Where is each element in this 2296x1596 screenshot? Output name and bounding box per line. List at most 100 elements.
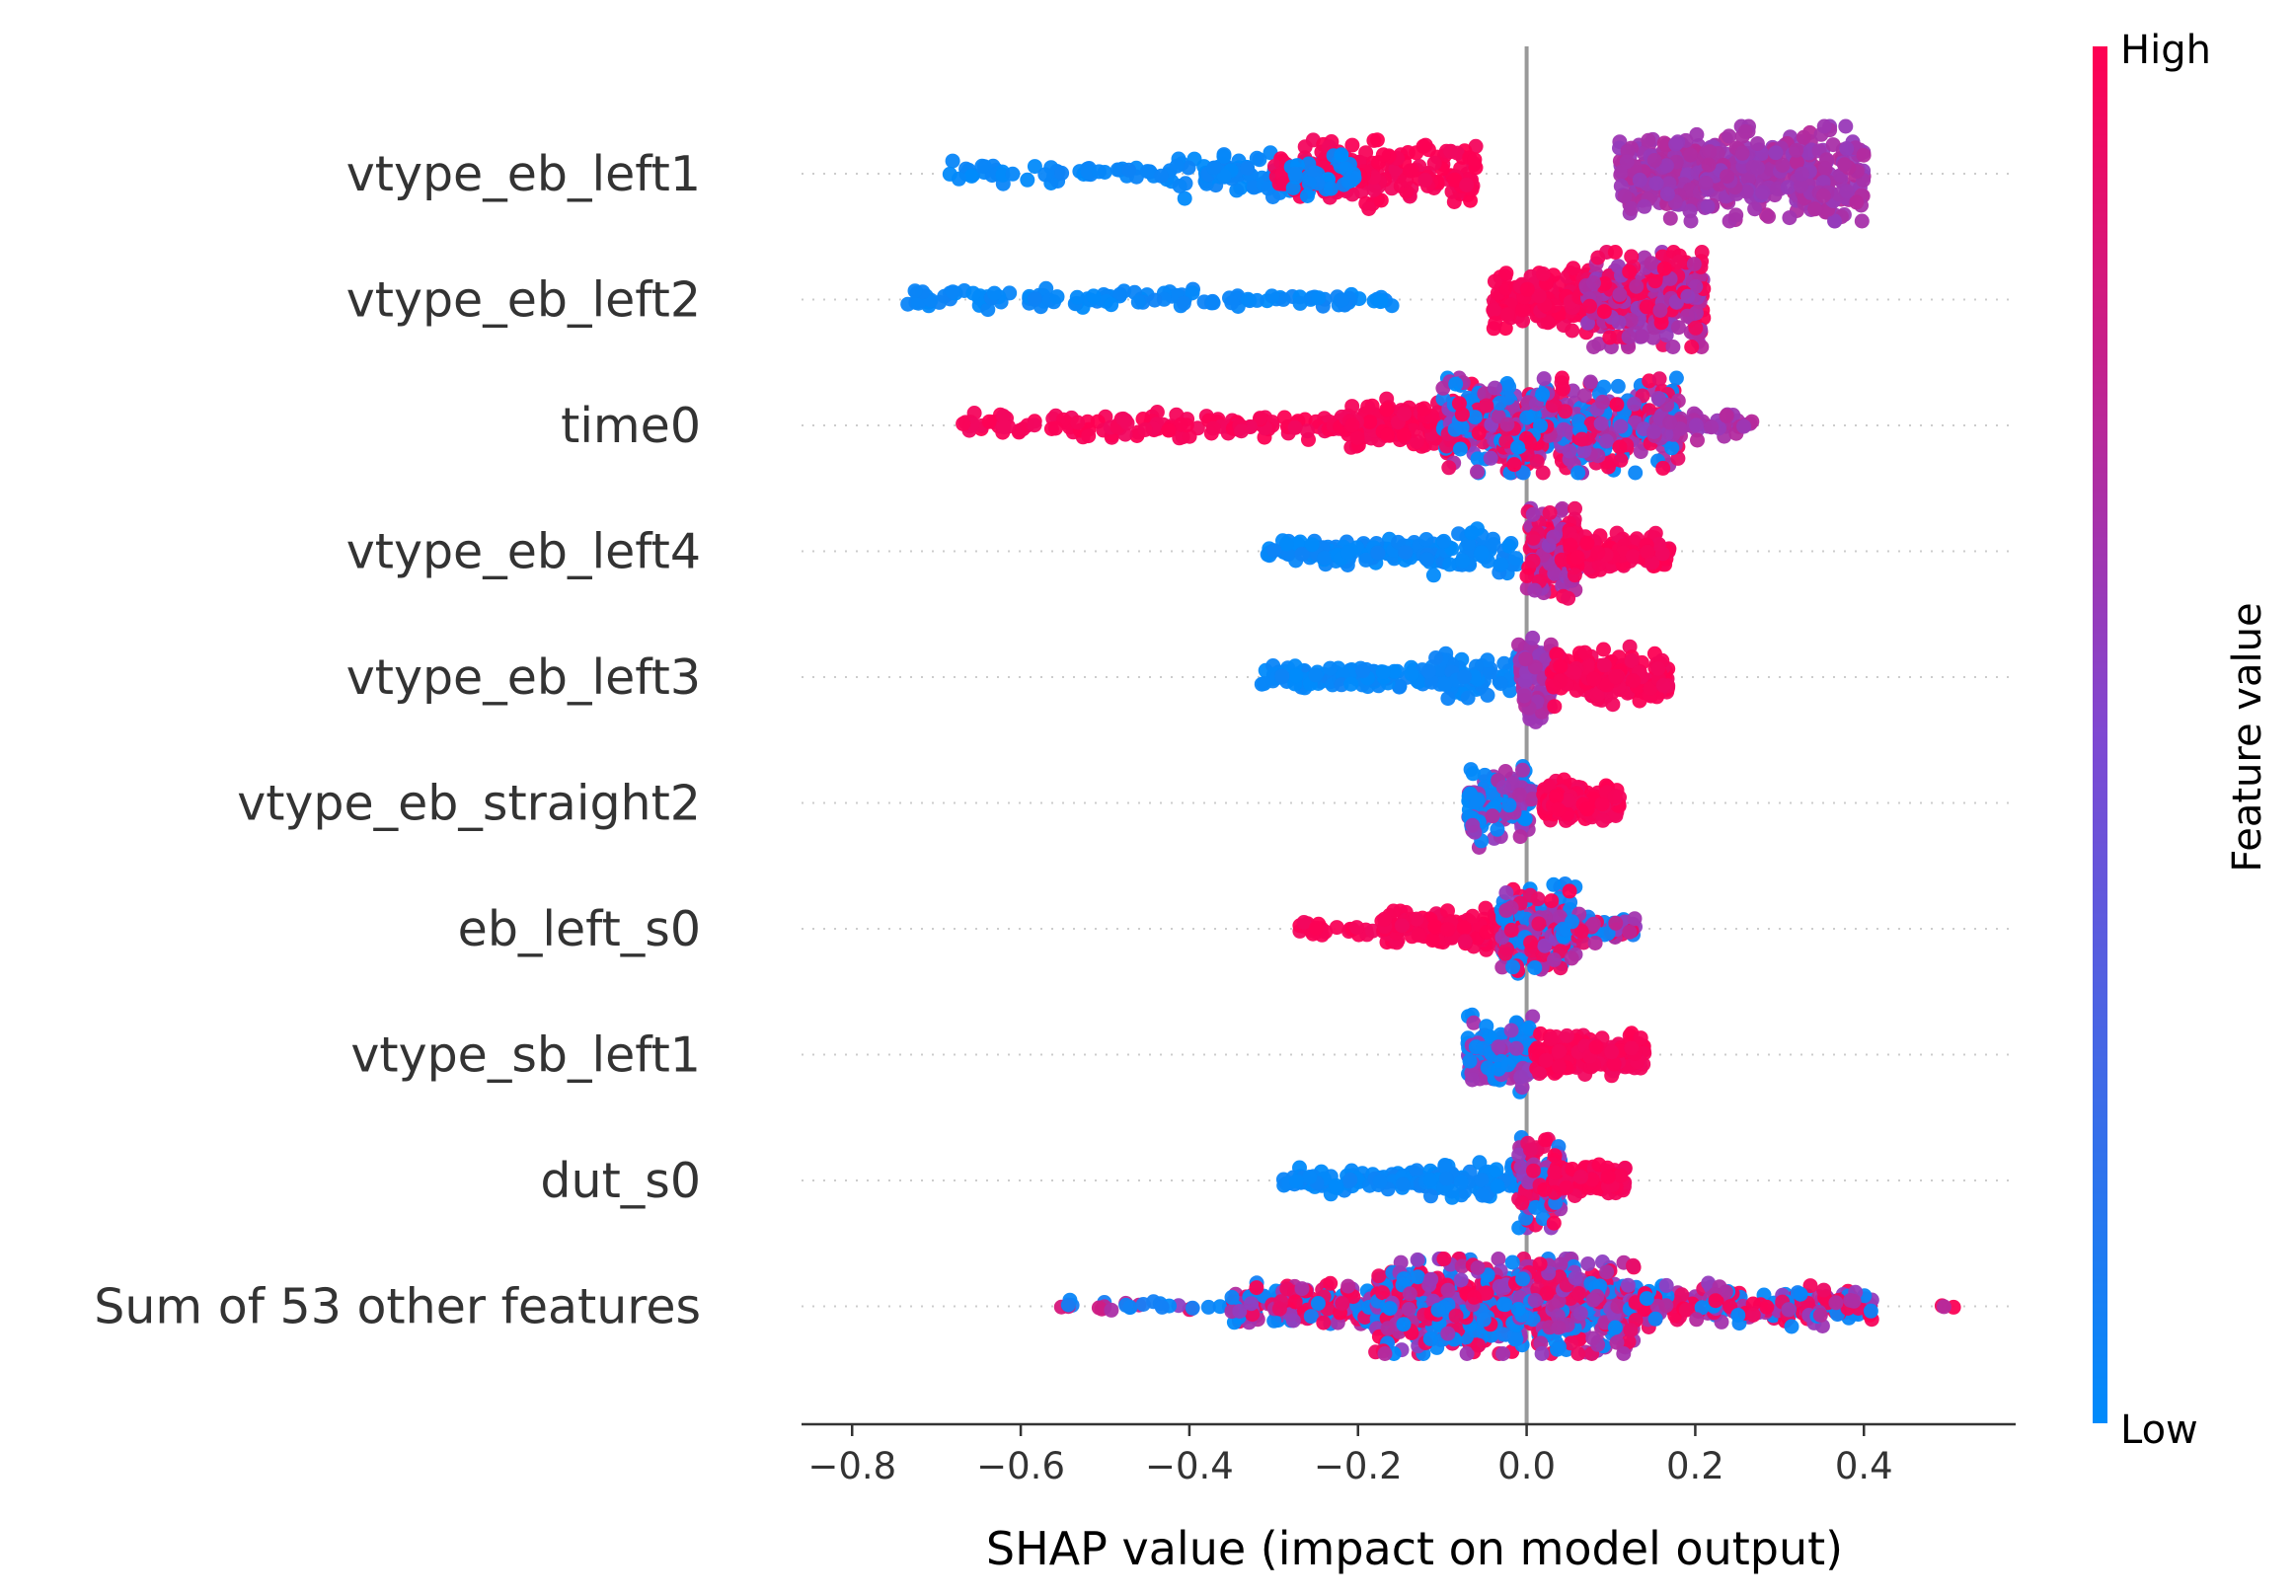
shap-point xyxy=(1587,936,1603,950)
shap-point xyxy=(1547,699,1563,715)
shap-point xyxy=(965,285,981,301)
shap-point xyxy=(1329,1178,1343,1193)
shap-point xyxy=(1671,254,1687,269)
shap-point xyxy=(1558,404,1573,419)
shap-point xyxy=(1562,443,1577,459)
shap-point xyxy=(1597,275,1612,291)
shap-point xyxy=(1512,829,1528,845)
shap-point xyxy=(1565,323,1580,339)
shap-point xyxy=(1427,919,1443,935)
shap-point xyxy=(1464,525,1480,541)
shap-point xyxy=(1546,529,1562,545)
shap-point xyxy=(1508,551,1524,567)
shap-point xyxy=(1466,1015,1482,1030)
shap-point xyxy=(1070,415,1086,430)
shap-point xyxy=(1634,329,1649,344)
shap-point xyxy=(1544,893,1560,909)
shap-point xyxy=(1486,302,1501,318)
shap-point xyxy=(1613,418,1629,434)
shap-point xyxy=(1600,1169,1616,1184)
shap-point xyxy=(1492,676,1508,691)
shap-point xyxy=(1289,1174,1304,1189)
shap-point xyxy=(1564,950,1579,966)
shap-point xyxy=(1624,1040,1640,1056)
shap-point xyxy=(1300,423,1315,439)
shap-point xyxy=(1375,147,1391,163)
shap-point xyxy=(1460,690,1476,706)
shap-point xyxy=(1475,1187,1491,1203)
shap-point xyxy=(1323,1275,1339,1291)
shap-point xyxy=(1610,378,1626,394)
shap-point xyxy=(1522,887,1538,903)
shap-point xyxy=(1627,396,1643,412)
shap-point xyxy=(1655,460,1671,476)
shap-point xyxy=(1344,137,1360,153)
shap-point xyxy=(1622,264,1638,279)
shap-point xyxy=(1342,1172,1358,1187)
shap-point xyxy=(1648,176,1664,191)
shap-point xyxy=(1567,664,1582,680)
shap-point xyxy=(1479,925,1494,940)
shap-point xyxy=(1535,266,1551,281)
shap-point xyxy=(1355,663,1371,679)
shap-point xyxy=(1499,307,1515,323)
shap-point xyxy=(1373,192,1389,208)
shap-point xyxy=(1428,650,1444,665)
shap-point xyxy=(1690,432,1705,448)
shap-point xyxy=(1292,295,1308,311)
shap-point xyxy=(1169,158,1185,174)
shap-point xyxy=(1279,1281,1295,1297)
shap-point xyxy=(1827,213,1843,229)
shap-point xyxy=(1655,678,1671,693)
shap-point xyxy=(1253,411,1268,426)
shap-point xyxy=(1317,551,1333,566)
shap-point xyxy=(1480,687,1495,703)
shap-point xyxy=(1182,428,1197,444)
shap-point xyxy=(1525,553,1541,569)
shap-point xyxy=(1240,160,1256,176)
shap-point xyxy=(1526,1163,1541,1178)
shap-point xyxy=(1457,934,1473,950)
shap-point xyxy=(1271,1301,1287,1317)
shap-point xyxy=(1463,192,1478,208)
shap-point xyxy=(1361,201,1377,216)
shap-point xyxy=(1782,210,1798,226)
shap-point xyxy=(1747,201,1763,217)
shap-point xyxy=(1551,801,1566,817)
shap-point xyxy=(1483,450,1498,466)
shap-point xyxy=(1582,298,1597,314)
shap-point xyxy=(1668,370,1684,386)
shap-point xyxy=(1275,291,1291,307)
shap-point xyxy=(1288,668,1304,684)
shap-point xyxy=(1794,178,1808,193)
shap-point xyxy=(1704,419,1720,435)
shap-point xyxy=(1817,161,1833,177)
shap-point xyxy=(1573,1169,1589,1184)
shap-point xyxy=(1349,920,1364,936)
shap-point xyxy=(1479,1019,1494,1034)
shap-point xyxy=(1651,371,1667,387)
shap-point xyxy=(1540,315,1556,331)
shap-point xyxy=(1546,876,1562,892)
shap-point xyxy=(1437,676,1453,692)
shap-point xyxy=(1396,427,1412,443)
shap-point xyxy=(1266,543,1282,559)
shap-point xyxy=(910,295,926,311)
shap-point xyxy=(1837,157,1853,173)
shap-point xyxy=(1547,952,1562,967)
shap-point xyxy=(1369,132,1385,148)
shap-point xyxy=(996,409,1011,423)
shap-point xyxy=(1577,645,1593,660)
shap-point xyxy=(1768,145,1784,161)
shap-point xyxy=(1370,545,1386,561)
shap-point xyxy=(1104,297,1119,313)
shap-point xyxy=(1515,302,1531,318)
shap-point xyxy=(1457,669,1472,684)
shap-point xyxy=(956,416,971,431)
shap-point xyxy=(1498,885,1514,900)
shap-point xyxy=(1287,419,1303,435)
shap-point xyxy=(1399,184,1415,199)
shap-point xyxy=(1274,668,1290,684)
shap-point xyxy=(1384,298,1400,314)
shap-point xyxy=(1607,245,1623,260)
